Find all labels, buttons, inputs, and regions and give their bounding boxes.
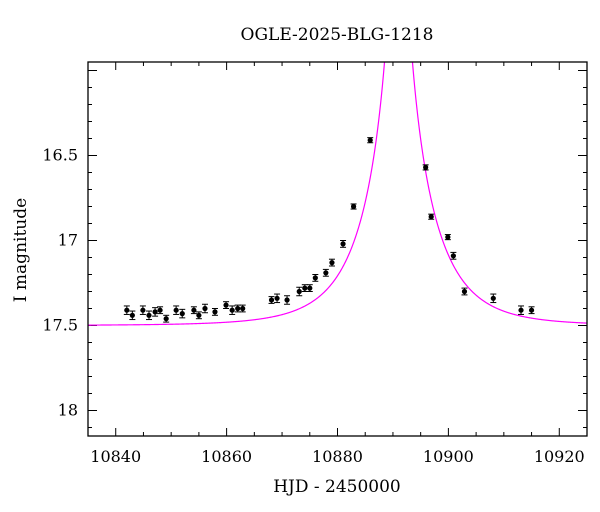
data-marker xyxy=(490,295,496,301)
data-point xyxy=(528,306,535,315)
data-marker xyxy=(312,275,318,281)
x-tick-label: 10860 xyxy=(201,447,252,466)
data-marker xyxy=(129,312,135,318)
data-point xyxy=(518,305,525,315)
data-marker xyxy=(350,203,357,210)
y-tick-label: 17 xyxy=(58,231,78,250)
data-point xyxy=(234,304,241,313)
data-point xyxy=(296,286,303,297)
data-marker xyxy=(179,311,185,317)
data-marker xyxy=(367,137,373,143)
data-point xyxy=(340,240,347,248)
data-marker xyxy=(461,288,468,295)
axis-tick-labels: 10840 10860 10880 10900 10920 16.5 17 17.5 18 xyxy=(42,146,584,467)
data-point xyxy=(123,305,130,315)
data-marker xyxy=(284,297,290,303)
data-point xyxy=(201,303,208,314)
data-point xyxy=(322,268,329,277)
data-marker xyxy=(157,307,163,313)
data-point xyxy=(179,308,186,319)
data-point xyxy=(229,305,236,315)
data-point xyxy=(152,307,159,317)
data-point xyxy=(129,310,136,321)
data-points xyxy=(123,137,535,323)
data-marker xyxy=(340,241,346,247)
data-point xyxy=(163,314,170,323)
x-tick-label: 10840 xyxy=(90,447,141,466)
data-marker xyxy=(163,316,169,322)
y-tick-label: 16.5 xyxy=(42,146,78,165)
axis-ticks xyxy=(87,62,588,436)
data-marker xyxy=(445,234,451,240)
model-curve xyxy=(88,62,587,326)
data-marker xyxy=(274,295,280,301)
data-marker xyxy=(173,307,179,313)
data-marker xyxy=(518,307,524,313)
data-marker xyxy=(528,307,535,313)
data-marker xyxy=(223,302,229,308)
data-marker xyxy=(307,285,313,291)
data-marker xyxy=(296,288,302,295)
chart-title: OGLE-2025-BLG-1218 xyxy=(241,25,434,45)
data-marker xyxy=(202,305,208,312)
x-axis-label: HJD - 2450000 xyxy=(273,477,401,497)
data-marker xyxy=(450,253,456,259)
data-point xyxy=(428,213,435,220)
data-point xyxy=(284,295,291,305)
data-marker xyxy=(302,285,308,291)
data-marker xyxy=(323,270,329,276)
data-point xyxy=(274,293,281,304)
data-marker xyxy=(146,312,152,318)
data-marker xyxy=(124,307,130,313)
data-marker xyxy=(240,305,246,312)
data-point xyxy=(450,251,457,260)
data-point xyxy=(195,311,202,320)
data-point xyxy=(328,258,335,267)
data-point xyxy=(490,293,497,304)
data-marker xyxy=(212,309,218,315)
data-marker xyxy=(235,305,241,312)
data-point xyxy=(145,310,152,321)
y-tick-label: 17.5 xyxy=(42,316,78,335)
data-point xyxy=(306,284,313,292)
data-point xyxy=(461,287,468,296)
data-point xyxy=(444,234,451,241)
y-tick-label: 18 xyxy=(58,401,78,420)
x-tick-label: 10880 xyxy=(312,447,363,466)
data-point xyxy=(367,137,374,144)
x-tick-label: 10920 xyxy=(534,447,585,466)
data-point xyxy=(223,301,230,309)
data-point xyxy=(312,274,319,282)
data-point xyxy=(350,203,357,210)
data-marker xyxy=(268,297,275,303)
data-point xyxy=(190,306,197,315)
data-point xyxy=(211,308,218,316)
data-marker xyxy=(196,312,202,318)
data-point xyxy=(139,305,146,315)
data-marker xyxy=(229,307,235,313)
data-marker xyxy=(423,164,429,170)
data-point xyxy=(301,284,308,292)
x-tick-label: 10900 xyxy=(423,447,474,466)
data-marker xyxy=(140,307,146,313)
data-point xyxy=(173,305,180,315)
data-marker xyxy=(428,214,434,220)
data-marker xyxy=(191,307,197,313)
data-point xyxy=(239,304,246,313)
data-point xyxy=(422,164,429,171)
data-point xyxy=(268,296,275,304)
y-axis-label: I magnitude xyxy=(11,198,31,302)
plot-frame xyxy=(87,61,588,437)
data-marker xyxy=(152,309,158,315)
data-point xyxy=(157,306,164,315)
data-marker xyxy=(329,260,335,266)
